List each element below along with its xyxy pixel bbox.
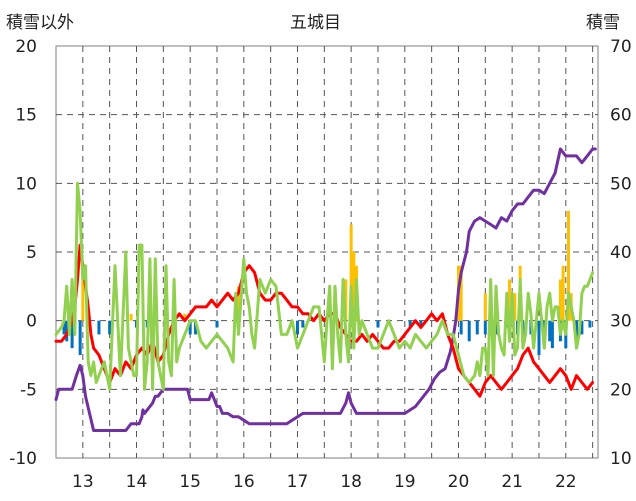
- y-left-tick-label: 15: [15, 106, 37, 126]
- x-tick-label: 14: [126, 472, 148, 492]
- precip-bar: [483, 293, 487, 321]
- precip-bar: [566, 210, 570, 321]
- y-left-tick-label: 10: [15, 174, 37, 194]
- precip-bar: [408, 320, 412, 328]
- x-tick-label: 13: [72, 472, 94, 492]
- precip-bar: [62, 320, 66, 335]
- precip-bar: [344, 279, 348, 321]
- y-right-tick-label: 70: [610, 37, 632, 57]
- precip-bar: [459, 320, 463, 335]
- x-tick-label: 16: [233, 472, 255, 492]
- precip-bar: [376, 320, 380, 328]
- precip-bar: [349, 224, 353, 321]
- precip-bar: [188, 320, 192, 335]
- green-series-line: [54, 181, 595, 391]
- precip-bar: [558, 279, 562, 321]
- precip-bar: [70, 320, 74, 349]
- precip-bar: [194, 320, 198, 335]
- precip-bar: [183, 313, 187, 321]
- red-series-line: [54, 243, 595, 398]
- x-tick-label: 20: [448, 472, 470, 492]
- precip-bar: [215, 320, 219, 328]
- precip-bar: [236, 286, 240, 321]
- y-right-tick-label: 20: [610, 380, 632, 400]
- y-left-tick-label: 5: [26, 243, 37, 263]
- precip-bar: [352, 252, 356, 321]
- precip-bar: [301, 320, 305, 328]
- chart-title: 五城目: [290, 13, 341, 33]
- x-tick-label: 21: [501, 472, 523, 492]
- precip-bar: [475, 320, 479, 335]
- precip-bar: [588, 320, 592, 328]
- y-right-tick-label: 40: [610, 243, 632, 263]
- right-axis-label: 積雪: [586, 13, 620, 33]
- precip-bar: [419, 320, 423, 328]
- x-tick-label: 18: [340, 472, 362, 492]
- x-tick-label: 15: [179, 472, 201, 492]
- precip-bar: [507, 279, 511, 321]
- precip-bar: [467, 320, 471, 342]
- precip-bar: [537, 320, 541, 355]
- grid: [55, 45, 599, 459]
- precip-bar: [97, 320, 101, 335]
- precip-bar: [561, 265, 565, 321]
- precip-bar: [550, 320, 554, 349]
- precip-bar: [295, 320, 299, 335]
- y-left-tick-label: 0: [26, 312, 37, 332]
- precip-bar: [483, 320, 487, 335]
- precip-bar: [548, 320, 552, 342]
- x-tick-label: 17: [287, 472, 309, 492]
- precip-bar: [108, 320, 112, 335]
- precip-bar: [81, 265, 85, 321]
- y-right-tick-label: 60: [610, 106, 632, 126]
- series: [54, 147, 597, 432]
- precip-bar: [78, 320, 82, 355]
- y-left-tick-label: -5: [20, 380, 37, 400]
- precip-bar: [580, 320, 584, 335]
- y-left-tick-label: 20: [15, 37, 37, 57]
- precip-bar: [575, 320, 579, 342]
- snow-depth-line: [54, 147, 597, 432]
- precip-bar: [129, 313, 133, 321]
- y-right-tick-label: 30: [610, 312, 632, 332]
- left-axis-label: 積雪以外: [6, 13, 74, 33]
- x-tick-label: 22: [555, 472, 577, 492]
- x-tick-label: 19: [394, 472, 416, 492]
- y-left-tick-label: -10: [9, 449, 37, 469]
- y-right-tick-label: 10: [610, 449, 632, 469]
- precip-bar: [459, 265, 463, 321]
- precip-bar: [513, 293, 517, 321]
- y-right-tick-label: 50: [610, 174, 632, 194]
